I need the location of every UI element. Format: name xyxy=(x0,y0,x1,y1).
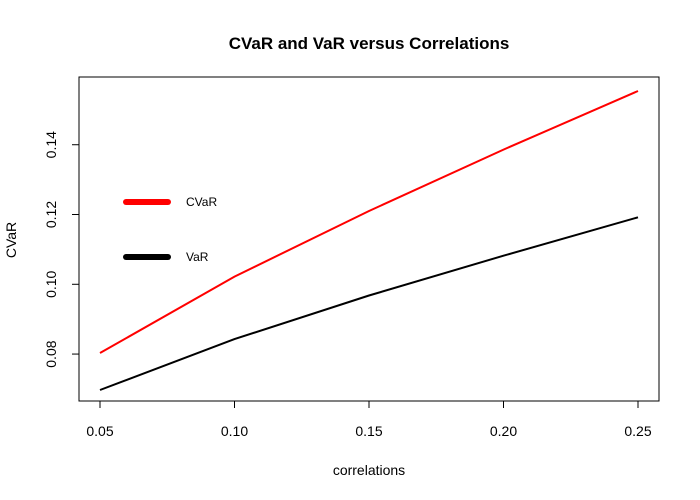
y-axis: 0.08 0.10 0.12 0.14 xyxy=(43,131,80,368)
chart-title: CVaR and VaR versus Correlations xyxy=(229,34,510,53)
series-layer xyxy=(99,90,639,391)
x-tick-label: 0.25 xyxy=(624,423,651,439)
x-tick-label: 0.15 xyxy=(355,423,382,439)
series-line-cvar xyxy=(99,90,639,354)
y-tick-label: 0.10 xyxy=(43,270,59,297)
x-axis: 0.05 0.10 0.15 0.20 0.25 xyxy=(86,400,652,439)
legend-label-cvar: CVaR xyxy=(186,195,217,209)
series-line-var xyxy=(99,216,639,391)
plot-area-frame xyxy=(78,76,660,402)
y-tick-label: 0.12 xyxy=(43,201,59,228)
y-tick-label: 0.14 xyxy=(43,131,59,158)
legend-label-var: VaR xyxy=(186,250,209,264)
legend: CVaR VaR xyxy=(123,195,217,264)
y-tick-label: 0.08 xyxy=(43,340,59,367)
x-tick-label: 0.05 xyxy=(86,423,113,439)
x-axis-label: correlations xyxy=(333,462,405,478)
x-tick-label: 0.20 xyxy=(490,423,517,439)
y-axis-label: CVaR xyxy=(3,222,19,258)
x-tick-label: 0.10 xyxy=(221,423,248,439)
